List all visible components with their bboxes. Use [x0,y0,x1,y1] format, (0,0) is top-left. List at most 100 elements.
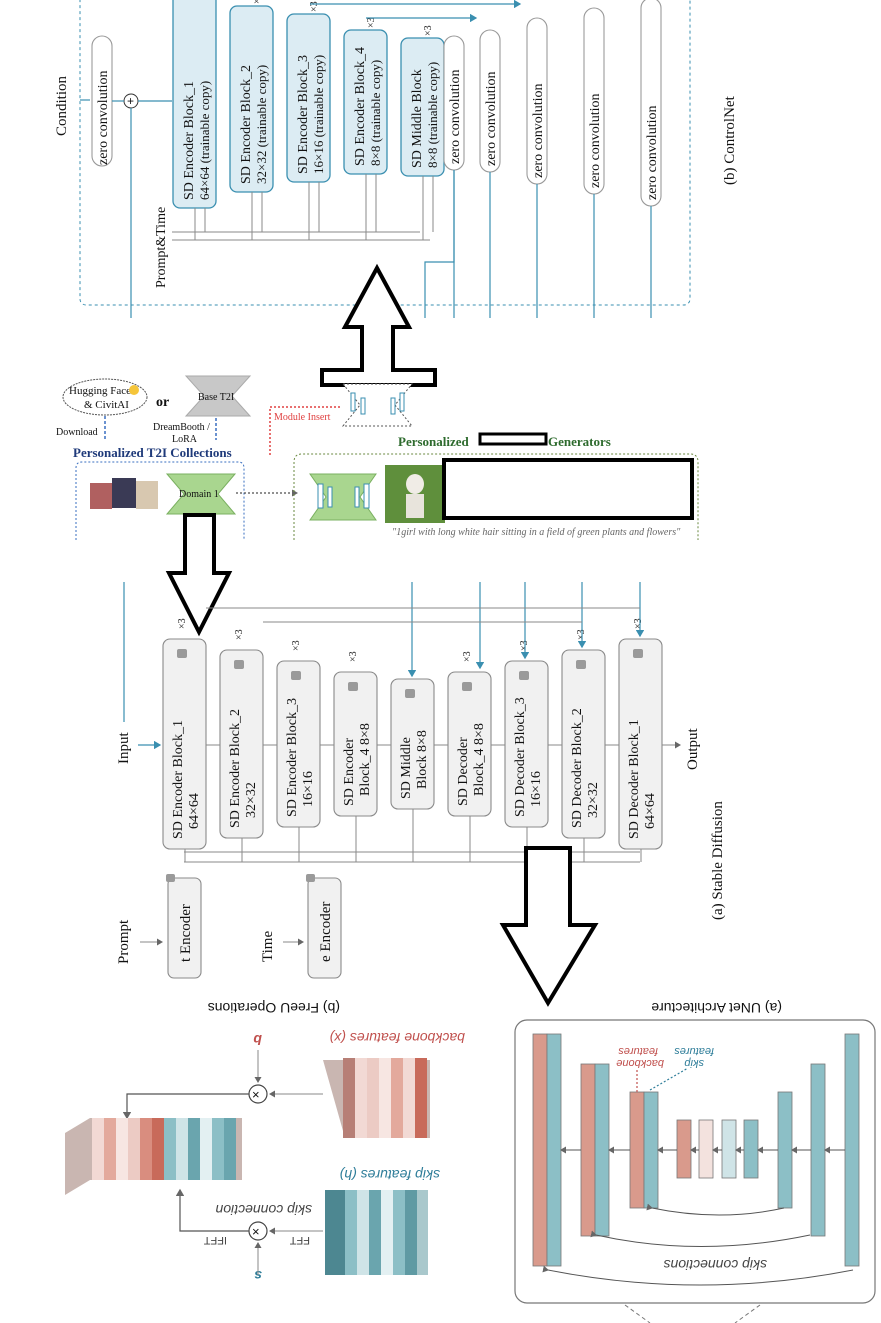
cn-block-sub: 16×16 (trainable copy) [311,55,326,174]
sd-block-line1: SD Decoder Block_2 [570,708,585,828]
cn-block-name: SD Encoder Block_2 [239,65,254,184]
unet-bar-13 [844,1033,860,1267]
unet-bar-6 [643,1091,659,1209]
hf-label: Hugging Face [69,385,131,397]
sk-slice [369,1190,381,1275]
unet-bar-12 [810,1063,826,1237]
out-slice [224,1118,236,1180]
skip-features-label: skip features (h) [340,1167,440,1183]
skip-arc-inner [646,1203,785,1216]
out-slice [188,1118,200,1180]
hf-emoji-icon [129,385,139,395]
time-encoder-label: e Encoder [318,902,334,962]
redaction-box [442,458,694,520]
condition-label: Condition [54,75,70,136]
animatediff-panel: Hugging Face & CivitAI or Base T2I Downl… [56,375,699,540]
out-slice [200,1118,212,1180]
module-bar-1 [350,392,356,412]
sd-block-line1: SD Encoder Block_2 [228,709,243,828]
unet-bar-9 [721,1119,737,1179]
out-slice [140,1118,152,1180]
sd-block-line2: Block_4 8×8 [472,723,487,796]
domain-1-shape [165,473,237,515]
cn-mult-label: ×3 [252,0,263,4]
collections-frame [75,461,245,540]
sd-mult-label: ×3 [462,651,473,662]
prompt-quote: "1girl with long white hair sitting in a… [392,527,681,538]
unet-bar-7 [676,1119,692,1179]
unet-bar-11 [777,1091,793,1209]
unet-backbone-label-1: backbone [616,1057,664,1069]
skip-arc-middle [590,1230,811,1247]
sk-slice [325,1190,345,1275]
backbone-features-label: backbone features (x) [330,1030,465,1046]
collections-title: Personalized T2I Collections [73,445,232,460]
skip-to-output-line [175,1188,249,1232]
out-slice [212,1118,224,1180]
lock-icon [405,689,415,698]
thumbnail-2 [112,478,136,508]
unet-bars [532,1033,860,1267]
base-t2i-label: Base T2I [198,392,234,403]
cn-block-name: SD Encoder Block_1 [182,81,197,200]
sd-input-label: Input [116,732,132,764]
lock-icon [291,671,301,680]
module-bar-2 [360,397,366,415]
s-label: s [254,1268,262,1284]
text-encoder-lock-icon [166,874,175,882]
unet-panel: (a) UNet Architecture backbone features … [514,1000,876,1323]
sd-mult-label: ×3 [348,651,359,662]
out-slice [164,1118,176,1180]
sd-block-line2: 64×64 [187,793,202,829]
sd-mult-label: ×3 [234,629,245,640]
gen-bar-2 [327,486,333,508]
cn-mult-label: ×3 [309,1,320,12]
sd-block-line1: SD Decoder Block_3 [513,697,528,817]
unet-bar-8 [698,1119,714,1179]
generated-image-figure-body [406,494,424,518]
text-encoder-label: t Encoder [178,904,194,962]
sd-block-line1: SD Middle [399,737,414,799]
stable-diffusion-panel: Input SD Encoder Block_1 64×64 ×3 SD Encode… [116,582,726,979]
out-slice [116,1118,128,1180]
sd-mult-label: ×3 [177,618,188,629]
zero-conv-label: zero convolution [588,94,603,188]
unet-bar-4 [594,1063,610,1237]
plus-icon: + [127,94,134,108]
fft-label: FFT [290,1234,310,1246]
sk-slice [381,1190,393,1275]
unet-skip-connections-label: skip connections [663,1257,767,1273]
sd-mult-label: ×3 [633,618,644,629]
module-insert-label: Module Insert [274,412,331,423]
sd-block-line1: SD Encoder Block_1 [171,720,186,839]
time-encoder-block [307,877,342,979]
zero-conv-label: zero convolution [448,70,463,164]
sd-caption: (a) Stable Diffusion [710,801,726,920]
lock-icon [177,649,187,658]
base-t2i-shape [184,375,252,417]
generator-shape [309,473,377,521]
zero-conv-label: zero convolution [531,84,546,178]
unet-skip-pointer [649,1067,689,1091]
cloud-shape [62,378,148,416]
out-slice [128,1118,140,1180]
zero-conv-label: zero convolution [645,106,660,200]
cn-block-sub: 32×32 (trainable copy) [254,65,269,184]
sk-slice [357,1190,369,1275]
skip-arc-outer [542,1265,854,1286]
unet-bar-10 [743,1119,759,1179]
time-label: Time [260,931,276,962]
prompt-label: Prompt [116,919,132,964]
sk-slice [393,1190,405,1275]
big-down-arrow-right [499,846,599,1007]
text-encoder-block [167,877,202,979]
sd-block-line2: Block 8×8 [415,730,430,789]
big-down-arrow-left [165,513,233,637]
zero-conv-label-input: zero convolution [96,71,111,165]
sd-block-line2: Block_4 8×8 [358,723,373,796]
download-label: Download [56,427,98,438]
civit-label: & CivitAI [84,399,129,411]
gen-bar-4 [363,483,370,509]
skip-cube [325,1190,428,1275]
thumbnail-3 [136,481,158,509]
